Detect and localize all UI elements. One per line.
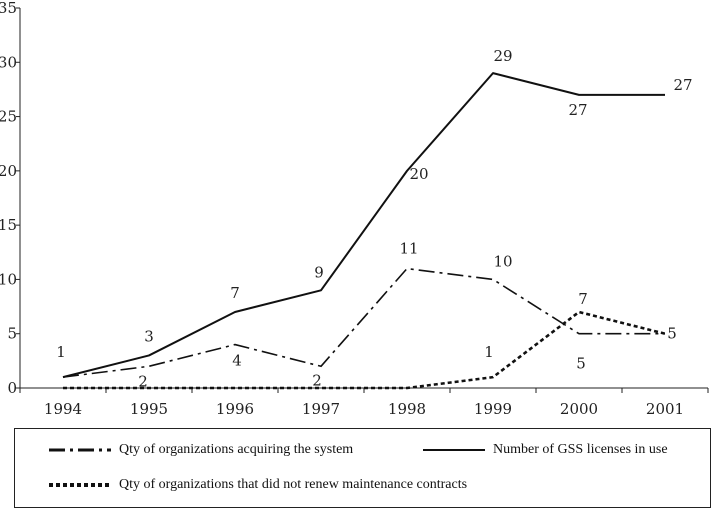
legend-label: Qty of organizations acquiring the syste… (119, 442, 354, 457)
legend-item-acquiring: Qty of organizations acquiring the syste… (49, 442, 353, 458)
x-tick-label: 2001 (646, 400, 684, 418)
y-tick-label: 5 (7, 325, 17, 343)
data-label: 11 (399, 240, 418, 258)
legend-label: Qty of organizations that did not renew … (119, 477, 468, 492)
data-label: 5 (667, 325, 677, 343)
data-label: 2 (138, 372, 148, 390)
y-tick-label: 0 (7, 379, 17, 397)
y-tick-label: 30 (0, 53, 17, 71)
legend: Qty of organizations acquiring the syste… (14, 428, 711, 508)
x-tick-label: 1997 (302, 400, 340, 418)
legend-item-licenses: Number of GSS licenses in use (423, 442, 668, 458)
series-lines (62, 72, 666, 390)
data-label: 5 (576, 355, 586, 373)
data-label: 1 (484, 343, 494, 361)
legend-item-not-renewed: Qty of organizations that did not renew … (49, 477, 467, 493)
data-label: 2 (312, 371, 322, 389)
data-label: 3 (144, 327, 154, 345)
y-tick-label: 35 (0, 0, 17, 17)
data-label: 27 (673, 76, 692, 94)
x-tick-label: 1998 (388, 400, 426, 418)
y-tick-label: 25 (0, 108, 17, 126)
series-line (63, 310, 666, 390)
data-labels: 2 4 2 11 10 5 1 3 7 9 20 29 27 27 1 7 5 (56, 47, 692, 390)
x-tick-label: 2000 (560, 400, 598, 418)
data-label: 27 (568, 101, 587, 119)
data-label: 20 (409, 165, 428, 183)
data-label: 1 (56, 343, 66, 361)
data-label: 7 (230, 284, 240, 302)
x-tick-label: 1995 (130, 400, 168, 418)
legend-swatch-dashdot (49, 448, 111, 452)
data-label: 9 (314, 263, 324, 281)
data-label: 4 (232, 352, 242, 370)
y-tick-label: 20 (0, 162, 17, 180)
y-tick-label: 15 (0, 216, 17, 234)
x-tick-label: 1994 (44, 400, 82, 418)
data-label: 7 (578, 290, 588, 308)
legend-swatch-solid (423, 449, 485, 451)
x-tick-label: 1999 (474, 400, 512, 418)
series-line (62, 72, 665, 379)
legend-swatch-dotted (49, 483, 111, 487)
legend-label: Number of GSS licenses in use (493, 442, 668, 457)
series-line (62, 267, 665, 378)
data-label: 29 (493, 47, 512, 65)
data-label: 10 (493, 252, 512, 270)
chart-axes (19, 8, 708, 389)
x-tick-label: 1996 (216, 400, 254, 418)
y-tick-label: 10 (0, 270, 17, 288)
